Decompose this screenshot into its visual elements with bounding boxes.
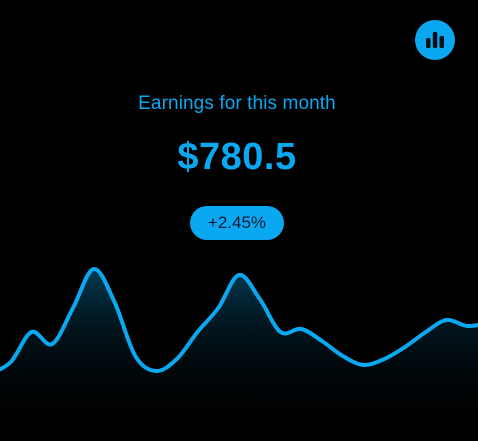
change-value: +2.45% <box>207 213 267 232</box>
bar-chart-icon <box>426 32 444 48</box>
change-badge: +2.45% <box>190 206 284 240</box>
chart-area <box>0 268 478 441</box>
stats-button[interactable] <box>415 20 455 60</box>
earnings-amount: $780.5 <box>177 136 297 178</box>
earnings-title: Earnings for this month <box>138 93 336 114</box>
chart-line <box>0 267 478 373</box>
